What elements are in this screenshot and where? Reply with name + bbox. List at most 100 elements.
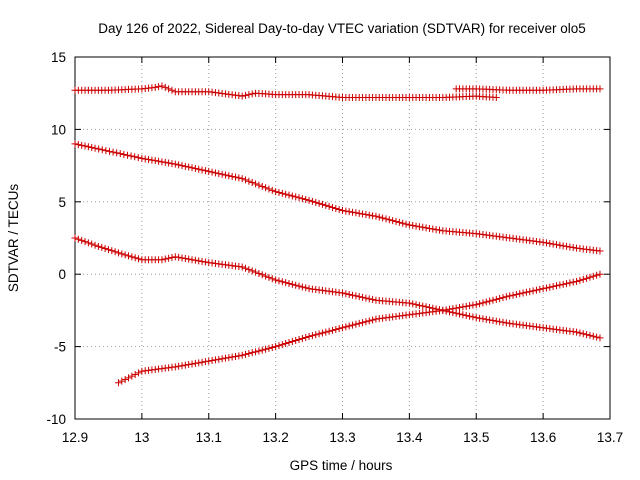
data-point [549, 240, 557, 248]
data-point [469, 301, 477, 309]
data-point [596, 85, 604, 93]
data-point [78, 236, 86, 244]
data-point [135, 369, 143, 377]
data-point [195, 359, 203, 367]
data-point [472, 314, 480, 322]
y-tick-label: -10 [46, 412, 66, 427]
data-point [559, 280, 567, 288]
data-point [188, 256, 196, 264]
data-point [145, 156, 153, 164]
series-b [452, 85, 604, 94]
data-point [285, 191, 293, 199]
data-point [586, 331, 594, 339]
data-point [596, 270, 604, 278]
data-point [134, 154, 142, 162]
data-point [248, 90, 256, 98]
data-point [121, 375, 129, 383]
data-point [195, 257, 203, 265]
data-point [556, 281, 564, 289]
data-point [369, 296, 377, 304]
data-point [476, 300, 484, 308]
data-point [349, 291, 357, 299]
data-point [111, 248, 119, 256]
x-axis-ticks: 12.9 13 13.1 13.2 13.3 13.4 13.5 13.6 13.7 [62, 57, 623, 445]
data-point [272, 188, 280, 196]
data-point [308, 332, 316, 340]
data-point [308, 197, 316, 205]
data-point [589, 332, 597, 340]
data-point [171, 253, 179, 261]
data-point [596, 334, 604, 342]
data-point [409, 222, 417, 230]
data-point [372, 212, 380, 220]
data-point [295, 194, 303, 202]
data-point [295, 282, 303, 290]
data-point [302, 195, 310, 203]
data-point [462, 311, 470, 319]
series-e [114, 270, 604, 387]
data-point [502, 319, 510, 327]
y-tick-label: 15 [51, 50, 66, 65]
data-point [225, 172, 233, 180]
data-point [489, 317, 497, 325]
data-point [282, 279, 290, 287]
data-point [492, 94, 500, 102]
data-point [165, 85, 173, 93]
data-point [215, 170, 223, 178]
data-point [265, 344, 273, 352]
data-point [328, 203, 336, 211]
data-point [108, 247, 116, 255]
data-point [479, 299, 487, 307]
data-point [121, 251, 129, 259]
data-point [185, 163, 193, 171]
data-point [98, 146, 106, 154]
data-point [352, 320, 360, 328]
data-point [419, 223, 427, 231]
data-point [579, 275, 587, 283]
data-point [359, 293, 367, 301]
data-point [245, 350, 253, 358]
data-point [165, 159, 173, 167]
data-point [248, 349, 256, 357]
data-point [576, 276, 584, 284]
data-point [292, 193, 300, 201]
data-point [322, 201, 330, 209]
data-point [71, 140, 79, 148]
data-point [512, 290, 520, 298]
data-point [559, 242, 567, 250]
x-tick-label: 12.9 [62, 430, 88, 445]
data-point [131, 371, 139, 379]
data-point [292, 281, 300, 289]
data-point [198, 257, 206, 265]
data-point [265, 185, 273, 193]
data-point [342, 323, 350, 331]
data-point [369, 212, 377, 220]
data-point [349, 208, 357, 216]
data-point [125, 252, 132, 260]
data-point [412, 301, 420, 309]
data-point [325, 202, 333, 210]
data-point [88, 240, 96, 248]
data-point [345, 208, 353, 216]
data-point [325, 327, 333, 335]
data-point [128, 372, 136, 380]
data-point [161, 158, 169, 166]
data-point [195, 165, 203, 173]
data-point [252, 348, 260, 356]
data-point [352, 292, 360, 300]
data-point [446, 305, 453, 313]
data-point [252, 268, 260, 276]
data-point [175, 362, 183, 370]
data-point [452, 304, 460, 312]
data-point [589, 272, 597, 280]
data-point [305, 332, 313, 340]
data-point [499, 294, 507, 302]
data-point [355, 209, 363, 217]
data-point [118, 377, 126, 385]
data-point [91, 144, 99, 152]
data-point [579, 330, 587, 338]
data-point [298, 195, 306, 203]
data-point [593, 333, 601, 341]
data-point [359, 210, 367, 218]
data-point [232, 173, 239, 181]
